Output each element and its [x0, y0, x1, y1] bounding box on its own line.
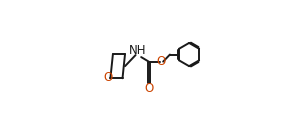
Text: NH: NH	[128, 44, 146, 57]
Text: O: O	[103, 71, 113, 84]
Text: O: O	[144, 82, 153, 95]
Text: O: O	[157, 55, 166, 68]
